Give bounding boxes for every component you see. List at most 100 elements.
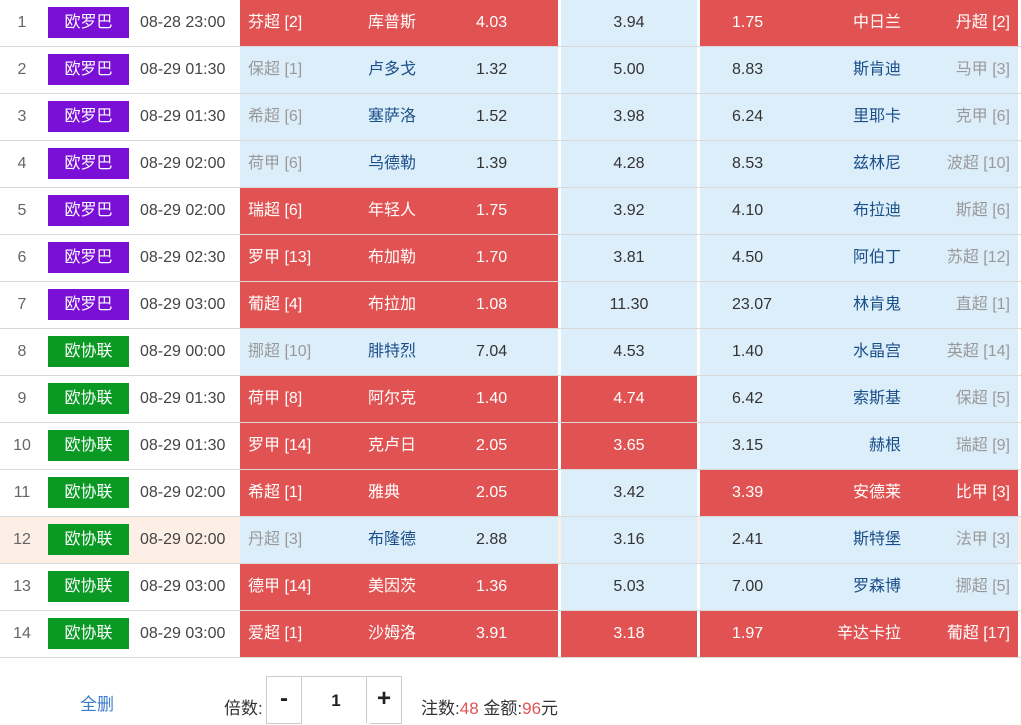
- away-team-name: 索斯基: [852, 390, 901, 407]
- home-win-option[interactable]: 挪超 [10] 腓特烈 7.04: [240, 329, 558, 375]
- match-time: 08-29 00:00: [140, 343, 226, 360]
- draw-option[interactable]: 3.42: [561, 470, 697, 516]
- match-table: 1 欧罗巴 08-28 23:00 芬超 [2] 库普斯 4.03 3.94 1.75 中日兰丹…: [0, 0, 1021, 658]
- league-badge: 欧协联: [48, 383, 129, 414]
- home-win-odds: 2.05: [476, 484, 508, 501]
- away-team-rank: 直超 [1]: [955, 296, 1010, 313]
- draw-option[interactable]: 4.53: [561, 329, 697, 375]
- draw-option[interactable]: 4.28: [561, 141, 697, 187]
- home-team-rank: 瑞超 [6]: [248, 202, 303, 219]
- away-team-rank: 丹超 [2]: [955, 14, 1010, 31]
- home-win-option[interactable]: 芬超 [2] 库普斯 4.03: [240, 0, 558, 46]
- draw-option[interactable]: 5.00: [561, 47, 697, 93]
- home-team-rank: 爱超 [1]: [248, 625, 303, 642]
- home-win-odds: 1.36: [476, 578, 508, 595]
- home-team-name: 克卢日: [368, 437, 417, 454]
- home-team-rank: 罗甲 [14]: [248, 437, 312, 454]
- clear-all-link[interactable]: 全删: [80, 695, 114, 714]
- draw-odds: 3.92: [613, 202, 645, 219]
- home-win-option[interactable]: 瑞超 [6] 年轻人 1.75: [240, 188, 558, 234]
- match-row: 6 欧罗巴 08-29 02:30 罗甲 [13] 布加勒 1.70 3.81 4.50 阿伯丁…: [0, 235, 1021, 282]
- match-row: 2 欧罗巴 08-29 01:30 保超 [1] 卢多戈 1.32 5.00 8.83 斯肯迪 马…: [0, 47, 1021, 94]
- draw-option[interactable]: 4.74: [561, 376, 697, 422]
- home-team-name: 沙姆洛: [368, 625, 417, 642]
- match-time: 08-29 03:00: [140, 578, 226, 595]
- league-badge: 欧罗巴: [48, 54, 129, 85]
- home-win-option[interactable]: 希超 [6] 塞萨洛 1.52: [240, 94, 558, 140]
- away-win-option[interactable]: 8.83 斯肯迪 马甲 [3]: [700, 47, 1018, 93]
- draw-odds: 3.16: [613, 531, 645, 548]
- draw-option[interactable]: 11.30: [561, 282, 697, 328]
- away-win-option[interactable]: 6.42 索斯基 保超 [5]: [700, 376, 1018, 422]
- home-team-rank: 德甲 [14]: [248, 578, 312, 595]
- away-team-rank: 苏超 [12]: [946, 249, 1010, 266]
- home-win-option[interactable]: 罗甲 [13] 布加勒 1.70: [240, 235, 558, 281]
- away-team-name: 罗森博: [852, 578, 901, 595]
- home-team-rank: 芬超 [2]: [248, 14, 303, 31]
- home-win-option[interactable]: 德甲 [14] 美因茨 1.36: [240, 564, 558, 610]
- home-win-option[interactable]: 荷甲 [6] 乌德勒 1.39: [240, 141, 558, 187]
- home-win-option[interactable]: 荷甲 [8] 阿尔克 1.40: [240, 376, 558, 422]
- league-badge: 欧协联: [48, 571, 129, 602]
- away-team-rank: 法甲 [3]: [955, 531, 1010, 548]
- multiplier-stepper: - +: [266, 676, 402, 725]
- home-win-option[interactable]: 丹超 [3] 布隆德 2.88: [240, 517, 558, 563]
- bet-footer: 全删 倍数: - + 注数:48 金额:96元: [0, 656, 1021, 725]
- away-win-option[interactable]: 2.41 斯特堡 法甲 [3]: [700, 517, 1018, 563]
- draw-option[interactable]: 3.65: [561, 423, 697, 469]
- away-win-option[interactable]: 1.75 中日兰 丹超 [2]: [700, 0, 1018, 46]
- away-win-option[interactable]: 4.10 布拉迪 斯超 [6]: [700, 188, 1018, 234]
- home-win-option[interactable]: 爱超 [1] 沙姆洛 3.91: [240, 611, 558, 657]
- away-win-option[interactable]: 6.24 里耶卡 克甲 [6]: [700, 94, 1018, 140]
- away-team-name: 斯肯迪: [852, 61, 901, 78]
- league-badge: 欧罗巴: [48, 7, 129, 38]
- draw-odds: 4.53: [613, 343, 645, 360]
- match-time: 08-29 02:00: [140, 531, 226, 548]
- increase-multiplier-button[interactable]: +: [366, 677, 401, 723]
- away-win-odds: 1.97: [732, 625, 764, 642]
- match-number: 9: [17, 390, 27, 407]
- draw-odds: 3.81: [613, 249, 645, 266]
- draw-option[interactable]: 3.92: [561, 188, 697, 234]
- home-team-name: 布加勒: [368, 249, 417, 266]
- league-badge: 欧罗巴: [48, 148, 129, 179]
- draw-odds: 3.18: [613, 625, 645, 642]
- away-win-option[interactable]: 1.40 水晶宫 英超 [14]: [700, 329, 1018, 375]
- home-win-option[interactable]: 保超 [1] 卢多戈 1.32: [240, 47, 558, 93]
- league-badge: 欧协联: [48, 477, 129, 508]
- home-team-rank: 罗甲 [13]: [248, 249, 312, 266]
- home-win-option[interactable]: 希超 [1] 雅典 2.05: [240, 470, 558, 516]
- home-team-rank: 葡超 [4]: [248, 296, 303, 313]
- away-win-option[interactable]: 3.39 安德莱 比甲 [3]: [700, 470, 1018, 516]
- draw-odds: 11.30: [609, 296, 649, 313]
- draw-option[interactable]: 3.16: [561, 517, 697, 563]
- match-number: 2: [17, 61, 27, 78]
- draw-option[interactable]: 3.94: [561, 0, 697, 46]
- multiplier-input[interactable]: [302, 677, 370, 725]
- away-win-option[interactable]: 1.97 辛达卡拉 葡超 [17]: [700, 611, 1018, 657]
- home-team-name: 布拉加: [368, 296, 417, 313]
- away-win-option[interactable]: 4.50 阿伯丁 苏超 [12]: [700, 235, 1018, 281]
- away-win-option[interactable]: 7.00 罗森博 挪超 [5]: [700, 564, 1018, 610]
- away-win-odds: 4.10: [732, 202, 764, 219]
- match-number: 5: [17, 202, 27, 219]
- away-win-option[interactable]: 23.07 林肯鬼 直超 [1]: [700, 282, 1018, 328]
- away-team-name: 辛达卡拉: [836, 625, 901, 642]
- draw-option[interactable]: 3.81: [561, 235, 697, 281]
- away-team-rank: 克甲 [6]: [955, 108, 1010, 125]
- match-row: 12 欧协联 08-29 02:00 丹超 [3] 布隆德 2.88 3.16 2.41 斯特堡…: [0, 517, 1021, 564]
- draw-odds: 3.98: [613, 108, 645, 125]
- draw-option[interactable]: 3.98: [561, 94, 697, 140]
- draw-option[interactable]: 3.18: [561, 611, 697, 657]
- home-win-odds: 1.75: [476, 202, 508, 219]
- away-win-option[interactable]: 8.53 兹林尼 波超 [10]: [700, 141, 1018, 187]
- home-win-option[interactable]: 罗甲 [14] 克卢日 2.05: [240, 423, 558, 469]
- away-win-odds: 6.42: [732, 390, 764, 407]
- draw-option[interactable]: 5.03: [561, 564, 697, 610]
- draw-odds: 5.00: [613, 61, 645, 78]
- away-win-option[interactable]: 3.15 赫根 瑞超 [9]: [700, 423, 1018, 469]
- away-team-name: 兹林尼: [852, 155, 901, 172]
- home-win-option[interactable]: 葡超 [4] 布拉加 1.08: [240, 282, 558, 328]
- decrease-multiplier-button[interactable]: -: [267, 677, 302, 723]
- home-win-odds: 1.08: [476, 296, 508, 313]
